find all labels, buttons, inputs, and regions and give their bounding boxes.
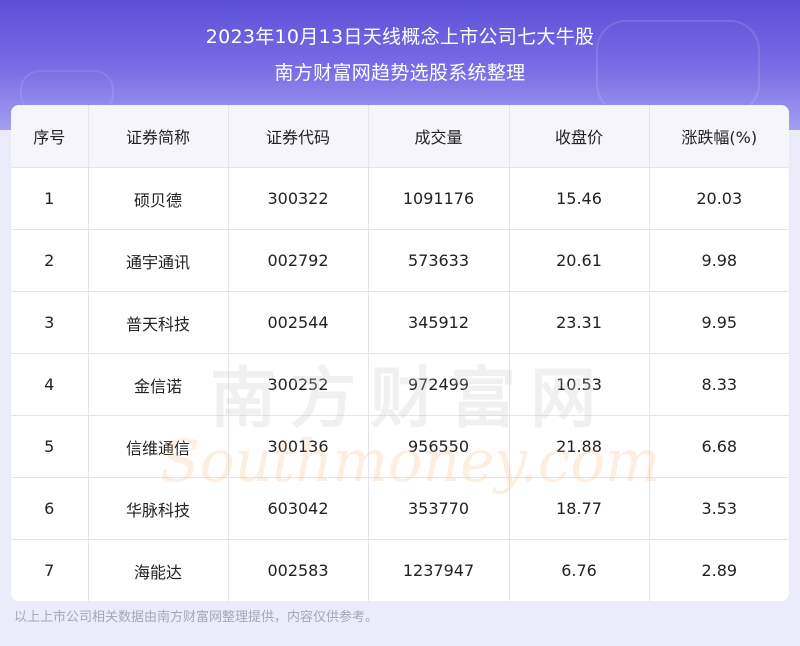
cell-volume: 345912 — [368, 291, 510, 354]
page-title: 2023年10月13日天线概念上市公司七大牛股 — [205, 26, 595, 48]
cell-close: 15.46 — [509, 167, 650, 230]
cell-index: 4 — [11, 353, 89, 416]
cell-code: 300322 — [228, 167, 369, 230]
cell-index: 2 — [11, 229, 89, 292]
cell-name: 信维通信 — [88, 415, 229, 478]
cell-name: 通宇通讯 — [88, 229, 229, 292]
cell-change: 3.53 — [649, 477, 789, 540]
cell-name: 海能达 — [88, 539, 229, 601]
cell-volume: 573633 — [368, 229, 510, 292]
table-row: 3 普天科技 002544 345912 23.31 9.95 — [11, 291, 789, 354]
cell-volume: 1237947 — [368, 539, 510, 601]
cell-volume: 972499 — [368, 353, 510, 416]
cell-change: 20.03 — [649, 167, 789, 230]
cell-code: 002544 — [228, 291, 369, 354]
cell-close: 23.31 — [509, 291, 650, 354]
cell-volume: 353770 — [368, 477, 510, 540]
cell-close: 10.53 — [509, 353, 650, 416]
cell-name: 华脉科技 — [88, 477, 229, 540]
cell-index: 3 — [11, 291, 89, 354]
cell-close: 21.88 — [509, 415, 650, 478]
cell-code: 300252 — [228, 353, 369, 416]
stock-table: 序号 证券简称 证券代码 成交量 收盘价 涨跌幅(%) 1 硕贝德 300322… — [11, 105, 789, 601]
cell-code: 300136 — [228, 415, 369, 478]
page-subtitle: 南方财富网趋势选股系统整理 — [274, 62, 526, 84]
cell-code: 603042 — [228, 477, 369, 540]
cell-close: 6.76 — [509, 539, 650, 601]
cell-name: 金信诺 — [88, 353, 229, 416]
table-row: 2 通宇通讯 002792 573633 20.61 9.98 — [11, 229, 789, 292]
cell-close: 18.77 — [509, 477, 650, 540]
table-row: 1 硕贝德 300322 1091176 15.46 20.03 — [11, 167, 789, 230]
column-header-code: 证券代码 — [228, 105, 369, 168]
cell-index: 7 — [11, 539, 89, 601]
cell-volume: 1091176 — [368, 167, 510, 230]
column-header-index: 序号 — [11, 105, 89, 168]
cell-name: 硕贝德 — [88, 167, 229, 230]
cell-index: 5 — [11, 415, 89, 478]
column-header-volume: 成交量 — [368, 105, 510, 168]
cell-change: 2.89 — [701, 561, 738, 580]
table-card: 序号 证券简称 证券代码 成交量 收盘价 涨跌幅(%) 1 硕贝德 300322… — [11, 105, 789, 601]
table-row: 7 海能达 002583 1237947 6.76 2.89 — [11, 539, 789, 601]
cell-volume: 956550 — [368, 415, 510, 478]
table-row: 4 金信诺 300252 972499 10.53 8.33 — [11, 353, 789, 416]
cell-index: 6 — [11, 477, 89, 540]
cell-change: 6.68 — [649, 415, 789, 478]
cell-change: 9.98 — [649, 229, 789, 292]
table-row: 5 信维通信 300136 956550 21.88 6.68 — [11, 415, 789, 478]
cell-change: 9.95 — [649, 291, 789, 354]
cell-index: 1 — [11, 167, 89, 230]
footer-note: 以上上市公司相关数据由南方财富网整理提供，内容仅供参考。 — [14, 610, 379, 625]
column-header-close: 收盘价 — [509, 105, 650, 168]
column-header-change: 涨跌幅(%) — [649, 105, 789, 168]
table-row: 6 华脉科技 603042 353770 18.77 3.53 — [11, 477, 789, 540]
cell-name: 普天科技 — [88, 291, 229, 354]
cell-code: 002792 — [228, 229, 369, 292]
cell-change: 8.33 — [649, 353, 789, 416]
cell-code: 002583 — [228, 539, 369, 601]
table-header-row: 序号 证券简称 证券代码 成交量 收盘价 涨跌幅(%) — [11, 105, 789, 168]
column-header-name: 证券简称 — [88, 105, 229, 168]
cell-close: 20.61 — [509, 229, 650, 292]
